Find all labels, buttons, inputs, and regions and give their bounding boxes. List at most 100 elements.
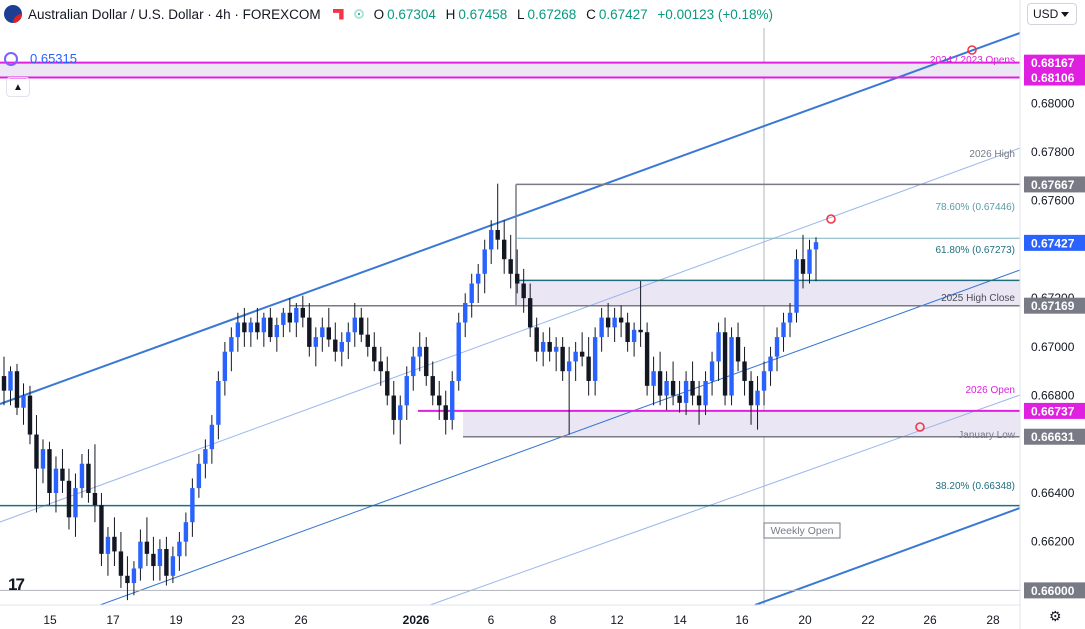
candle	[138, 529, 143, 581]
candle	[813, 237, 819, 282]
candle-body	[579, 351, 585, 357]
candle	[430, 361, 435, 406]
currency-select[interactable]: USD	[1027, 3, 1077, 25]
open-value: 0.67304	[387, 6, 436, 22]
candle-body	[404, 376, 409, 406]
candle-body	[79, 463, 85, 489]
candle-body	[274, 324, 280, 338]
collapse-legend-button[interactable]: ▲	[6, 77, 30, 97]
candle	[644, 322, 650, 396]
candle	[469, 273, 474, 318]
candle	[625, 312, 630, 352]
level-label: 38.20% (0.66348)	[935, 481, 1015, 492]
candle-body	[339, 341, 344, 352]
candle	[287, 298, 293, 333]
candle-body	[651, 371, 656, 386]
candle	[164, 536, 169, 586]
candle	[618, 305, 624, 338]
candle	[339, 332, 344, 367]
price-tick: 0.67600	[1031, 194, 1075, 208]
settings-gear-icon[interactable]: ⚙	[1049, 608, 1062, 624]
candle-body	[768, 356, 773, 372]
candle	[27, 385, 33, 445]
candle-body	[521, 283, 526, 299]
candle	[333, 322, 338, 362]
indicator-legend[interactable]: 0.65315	[4, 51, 77, 66]
candle-body	[229, 337, 234, 352]
candle	[177, 531, 182, 571]
candle	[99, 492, 104, 567]
candle	[346, 322, 351, 360]
candle-body	[144, 541, 150, 554]
candle	[657, 351, 663, 406]
time-tick: 17	[106, 613, 120, 627]
price-tick: 0.66400	[1031, 486, 1075, 500]
price-tag	[1024, 69, 1085, 86]
candle	[274, 317, 280, 352]
candle	[807, 239, 812, 284]
level-label: 2025 High Close	[941, 293, 1015, 304]
candle-body	[709, 361, 715, 381]
candle-body	[540, 341, 546, 352]
candle	[1, 356, 7, 406]
alert-marker-low	[915, 422, 925, 432]
candle	[424, 337, 429, 386]
candle-body	[716, 332, 721, 362]
candle-body	[372, 346, 377, 362]
candle-body	[307, 317, 312, 347]
candle-body	[359, 317, 364, 335]
symbol-title[interactable]: Australian Dollar / U.S. Dollar · 4h · F…	[28, 6, 321, 22]
candle	[735, 322, 741, 372]
candle-body	[131, 568, 137, 584]
candle	[683, 371, 689, 416]
candle-body	[346, 332, 351, 342]
candle	[560, 337, 565, 381]
level-label: 2026 Open	[966, 385, 1016, 396]
support-zone	[463, 410, 1020, 437]
candle-body	[248, 322, 254, 333]
candle-body	[729, 337, 734, 396]
candle	[398, 395, 403, 445]
time-tick: 28	[986, 613, 1000, 627]
candle	[196, 454, 202, 498]
indicator-icon	[4, 51, 18, 66]
candle-body	[501, 239, 507, 260]
candle	[443, 390, 448, 435]
tradingview-logo[interactable]: 17	[8, 575, 25, 594]
candle-body	[300, 307, 306, 318]
candle	[14, 363, 20, 416]
time-tick: 15	[43, 613, 57, 627]
candle	[47, 441, 52, 506]
candle	[248, 317, 254, 347]
price-tag-label: 0.67667	[1031, 178, 1075, 192]
candle-body	[625, 322, 630, 342]
candle-body	[105, 536, 111, 554]
candle-body	[53, 468, 59, 493]
candle	[365, 317, 370, 357]
time-tick: 12	[610, 613, 624, 627]
candle-body	[430, 376, 435, 396]
candle	[261, 312, 267, 347]
candle-body	[644, 332, 650, 386]
candle-body	[417, 346, 422, 357]
candle	[209, 415, 215, 464]
flag-marker-icon[interactable]	[332, 8, 344, 20]
candle-body	[482, 249, 487, 274]
time-tick: 8	[550, 613, 557, 627]
candle-body	[27, 395, 33, 435]
time-tick: 26	[294, 613, 308, 627]
candle	[203, 439, 208, 479]
candle-body	[566, 361, 572, 372]
candle	[229, 327, 234, 372]
channel-upper-line	[0, 32, 1021, 405]
candle-body	[14, 371, 20, 408]
indicator-value: 0.65315	[30, 51, 77, 66]
candle	[320, 317, 325, 352]
candle-body	[138, 541, 143, 569]
candle	[216, 371, 221, 440]
candle	[605, 303, 611, 338]
candle-body	[800, 259, 806, 274]
candle-body	[813, 242, 819, 250]
aud-usd-flag-icon	[4, 5, 22, 23]
